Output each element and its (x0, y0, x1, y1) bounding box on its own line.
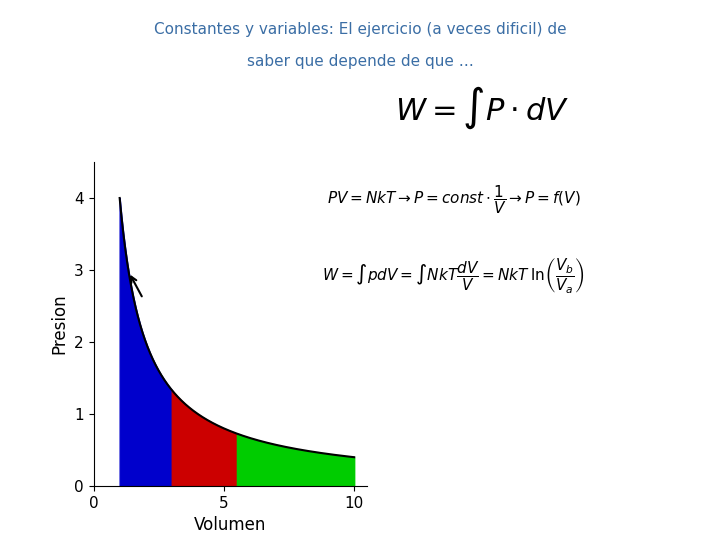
X-axis label: Volumen: Volumen (194, 516, 266, 534)
Text: Constantes y variables: El ejercicio (a veces dificil) de: Constantes y variables: El ejercicio (a … (153, 22, 567, 37)
Text: $PV = NkT \rightarrow P = const \cdot \dfrac{1}{V} \rightarrow P = f(V)$: $PV = NkT \rightarrow P = const \cdot \d… (327, 184, 580, 216)
Text: saber que depende de que …: saber que depende de que … (246, 54, 474, 69)
Text: $W = \int P \cdot dV$: $W = \int P \cdot dV$ (395, 85, 570, 131)
Text: $W = \int pdV = \int NkT \dfrac{dV}{V} = NkT \; \ln\!\left(\dfrac{V_b}{V_a}\righ: $W = \int pdV = \int NkT \dfrac{dV}{V} =… (322, 256, 585, 295)
Y-axis label: Presion: Presion (50, 294, 68, 354)
